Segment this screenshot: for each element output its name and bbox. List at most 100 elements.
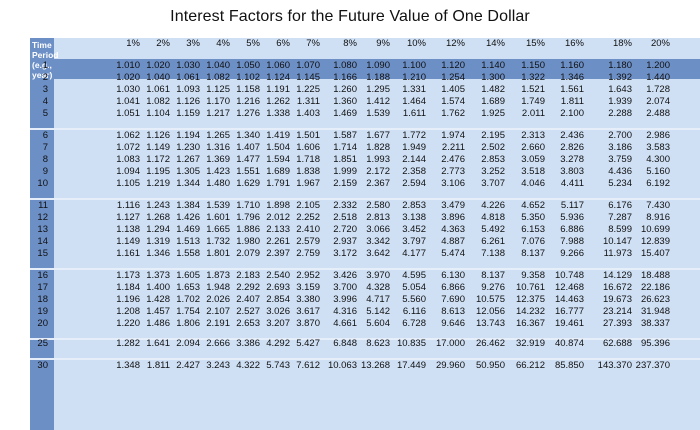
factor-cell: 1.338: [266, 108, 290, 119]
factor-cell: 237.370: [635, 360, 670, 371]
rate-header-cell: 5%: [246, 38, 260, 49]
factor-cell: 2.191: [206, 318, 230, 329]
factor-cell: 15.407: [640, 248, 670, 259]
factor-cell: 1.219: [146, 178, 170, 189]
factor-cell: 1.030: [176, 60, 200, 71]
period-number: 25: [37, 338, 48, 349]
factor-cell: 6.866: [441, 282, 465, 293]
factor-cell: 17.000: [435, 338, 465, 349]
factor-cell: 3.252: [481, 166, 505, 177]
factor-cell: 4.322: [236, 360, 260, 371]
factor-cell: 1.360: [333, 96, 357, 107]
factor-cell: 8.916: [646, 212, 670, 223]
factor-cell: 1.126: [176, 96, 200, 107]
factor-cell: 2.986: [646, 130, 670, 141]
factor-cell: 4.436: [608, 166, 632, 177]
factor-cell: 1.160: [560, 60, 584, 71]
factor-cell: 1.403: [296, 108, 320, 119]
factor-cell: 6.153: [521, 224, 545, 235]
factor-cell: 4.818: [481, 212, 505, 223]
factor-cell: 7.076: [521, 236, 545, 247]
factor-cell: 1.796: [236, 212, 260, 223]
factor-cell: 23.214: [602, 306, 632, 317]
factor-cell: 2.079: [236, 248, 260, 259]
factor-cell: 1.594: [266, 154, 290, 165]
period-number: 1: [42, 60, 48, 71]
factor-cell: 2.012: [266, 212, 290, 223]
factor-cell: 1.196: [116, 294, 140, 305]
factor-cell: 2.937: [333, 236, 357, 247]
factor-cell: 32.919: [515, 338, 545, 349]
factor-cell: 2.074: [646, 96, 670, 107]
factor-cell: 1.150: [521, 60, 545, 71]
period-number: 4: [42, 96, 48, 107]
factor-cell: 1.243: [146, 200, 170, 211]
factor-cell: 9.266: [560, 248, 584, 259]
factor-cell: 1.105: [116, 178, 140, 189]
factor-cell: 3.066: [366, 224, 390, 235]
factor-cell: 7.988: [560, 236, 584, 247]
factor-cell: 1.305: [176, 166, 200, 177]
factor-cell: 1.319: [146, 236, 170, 247]
factor-cell: 22.186: [640, 282, 670, 293]
factor-cell: 6.192: [646, 178, 670, 189]
factor-cell: 4.177: [402, 248, 426, 259]
factor-cell: 3.707: [481, 178, 505, 189]
factor-cell: 1.974: [441, 130, 465, 141]
factor-cell: 4.363: [441, 224, 465, 235]
factor-cell: 1.939: [608, 96, 632, 107]
factor-cell: 4.595: [402, 270, 426, 281]
factor-cell: 2.579: [296, 236, 320, 247]
factor-cell: 2.854: [266, 294, 290, 305]
factor-cell: 12.468: [554, 282, 584, 293]
factor-cell: 1.276: [236, 108, 260, 119]
factor-cell: 1.728: [646, 84, 670, 95]
factor-cell: 1.392: [608, 72, 632, 83]
factor-cell: 8.137: [521, 248, 545, 259]
factor-cell: 3.700: [333, 282, 357, 293]
factor-cell: 1.428: [146, 294, 170, 305]
factor-cell: 62.688: [602, 338, 632, 349]
factor-cell: 2.693: [266, 282, 290, 293]
factor-cell: 1.967: [296, 178, 320, 189]
factor-cell: 2.261: [266, 236, 290, 247]
factor-cell: 1.159: [176, 108, 200, 119]
factor-cell: 1.665: [206, 224, 230, 235]
rate-header-cell: 15%: [525, 38, 545, 49]
period-number: 5: [42, 108, 48, 119]
factor-cell: 1.149: [116, 236, 140, 247]
factor-cell: 2.211: [441, 142, 465, 153]
factor-cell: 1.184: [116, 282, 140, 293]
factor-cell: 10.748: [554, 270, 584, 281]
factor-cell: 5.117: [560, 200, 584, 211]
period-number: 20: [37, 318, 48, 329]
factor-cell: 2.252: [296, 212, 320, 223]
factor-cell: 1.925: [481, 108, 505, 119]
factor-cell: 1.948: [206, 282, 230, 293]
factor-cell: 2.107: [206, 306, 230, 317]
factor-cell: 1.838: [296, 166, 320, 177]
factor-cell: 1.322: [521, 72, 545, 83]
factor-cell: 16.777: [554, 306, 584, 317]
factor-cell: 1.082: [146, 96, 170, 107]
factor-cell: 1.094: [116, 166, 140, 177]
period-number: 30: [37, 360, 48, 371]
rate-header-cell: 18%: [612, 38, 632, 49]
factor-cell: 16.367: [515, 318, 545, 329]
row-group-divider: [30, 198, 700, 200]
factor-cell: 7.287: [608, 212, 632, 223]
factor-cell: 6.116: [402, 306, 426, 317]
row-group-divider: [30, 128, 700, 130]
factor-cell: 1.090: [366, 60, 390, 71]
factor-cell: 1.191: [266, 84, 290, 95]
factor-cell: 1.457: [146, 306, 170, 317]
factor-cell: 1.851: [333, 154, 357, 165]
factor-cell: 6.728: [402, 318, 426, 329]
factor-cell: 5.160: [646, 166, 670, 177]
factor-cell: 1.194: [176, 130, 200, 141]
factor-cell: 3.759: [608, 154, 632, 165]
factor-cell: 3.026: [266, 306, 290, 317]
factor-cell: 14.463: [554, 294, 584, 305]
factor-cell: 2.660: [521, 142, 545, 153]
factor-cell: 5.350: [521, 212, 545, 223]
